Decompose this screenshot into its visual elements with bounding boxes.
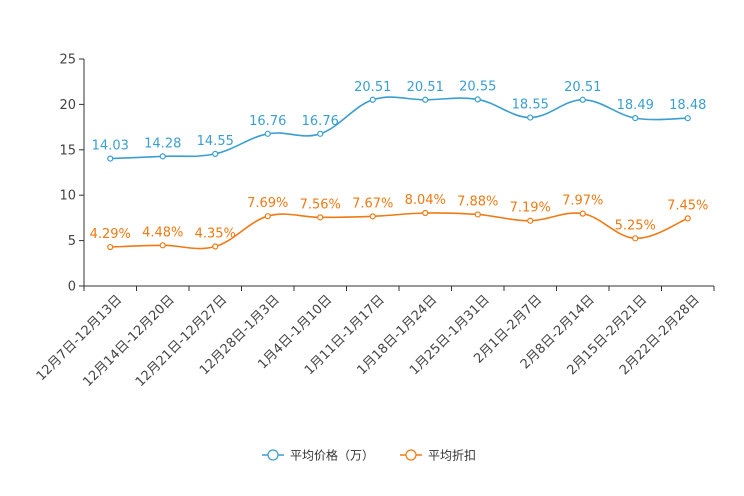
data-point	[579, 96, 586, 103]
x-tick-label: 12月14日-12月20日	[80, 292, 177, 389]
data-point	[369, 96, 376, 103]
data-label: 7.69%	[247, 196, 288, 211]
data-label: 7.56%	[300, 197, 341, 212]
data-point	[264, 213, 271, 220]
data-label: 8.04%	[405, 193, 446, 208]
series-avg-discount: 4.29% 4.48% 4.35% 7.69% 7.56% 7.67% 8.04% 7.88%…	[90, 193, 708, 251]
data-label: 4.35%	[195, 227, 236, 242]
data-point	[317, 214, 324, 221]
y-tick-label: 5	[68, 234, 76, 249]
data-point	[107, 243, 114, 251]
data-label: 7.45%	[667, 198, 708, 213]
legend-label[interactable]: 平均折扣	[428, 448, 476, 463]
chart-legend: 平均价格（万） 平均折扣	[262, 448, 476, 463]
y-tick-label: 25	[59, 53, 76, 68]
data-point	[159, 242, 166, 249]
data-label: 4.29%	[90, 227, 131, 242]
data-label: 16.76	[302, 114, 339, 129]
data-point	[527, 114, 534, 121]
data-point	[632, 235, 639, 242]
data-label: 16.76	[249, 114, 286, 129]
chart-series: 14.03 14.28 14.55 16.76 16.76 20.51 20.51 20.55…	[90, 79, 708, 251]
series-line	[110, 96, 688, 160]
data-label: 14.03	[92, 139, 129, 154]
x-tick-label: 12月7日-12月13日	[34, 292, 126, 384]
data-label: 5.25%	[615, 218, 656, 233]
data-point	[527, 217, 534, 224]
data-label: 20.51	[354, 80, 391, 95]
data-point	[684, 215, 691, 222]
data-label: 18.55	[512, 98, 549, 113]
data-point	[212, 243, 219, 250]
data-label: 18.49	[617, 98, 654, 113]
data-label: 14.28	[144, 136, 181, 151]
data-label: 18.48	[669, 98, 706, 113]
data-point	[107, 155, 114, 162]
x-tick-label: 12月21日-12月27日	[133, 292, 230, 389]
y-tick-label: 20	[59, 98, 76, 113]
data-point	[474, 96, 481, 103]
series-line	[110, 212, 689, 250]
data-point	[317, 130, 324, 137]
data-point	[159, 153, 166, 160]
legend-marker-icon	[405, 449, 417, 461]
data-point	[474, 211, 481, 218]
y-tick-label: 15	[59, 143, 76, 158]
data-point	[684, 115, 691, 122]
data-label: 4.48%	[142, 225, 183, 240]
y-tick-label: 0	[68, 280, 76, 295]
data-label: 7.97%	[562, 194, 603, 209]
data-label: 7.88%	[457, 194, 498, 209]
data-point	[422, 96, 429, 103]
chart-axes: 0 5 10 15 20 25 12月7日-12月13日12月14日-12月20日12月21…	[34, 53, 715, 390]
data-label: 20.51	[564, 80, 601, 95]
data-label: 7.67%	[352, 196, 393, 211]
data-point	[264, 130, 271, 137]
data-point	[422, 209, 429, 217]
data-point	[212, 150, 219, 157]
data-label: 20.51	[407, 80, 444, 95]
data-point	[579, 210, 586, 217]
data-point	[632, 115, 639, 122]
data-label: 14.55	[197, 134, 234, 149]
legend-label[interactable]: 平均价格（万）	[290, 448, 374, 463]
y-tick-label: 10	[59, 189, 76, 204]
data-label: 20.55	[459, 79, 496, 94]
data-label: 7.19%	[510, 201, 551, 216]
legend-marker-icon	[267, 449, 279, 461]
series-avg-price: 14.03 14.28 14.55 16.76 16.76 20.51 20.51 20.55…	[92, 79, 706, 162]
data-point	[369, 213, 376, 220]
